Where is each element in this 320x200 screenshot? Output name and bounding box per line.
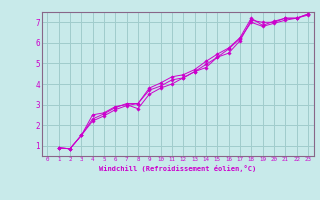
X-axis label: Windchill (Refroidissement éolien,°C): Windchill (Refroidissement éolien,°C) <box>99 165 256 172</box>
